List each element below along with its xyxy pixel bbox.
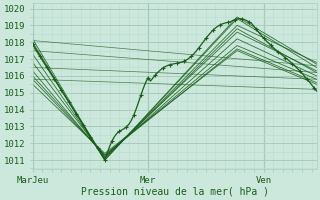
X-axis label: Pression niveau de la mer( hPa ): Pression niveau de la mer( hPa ) — [81, 187, 268, 197]
